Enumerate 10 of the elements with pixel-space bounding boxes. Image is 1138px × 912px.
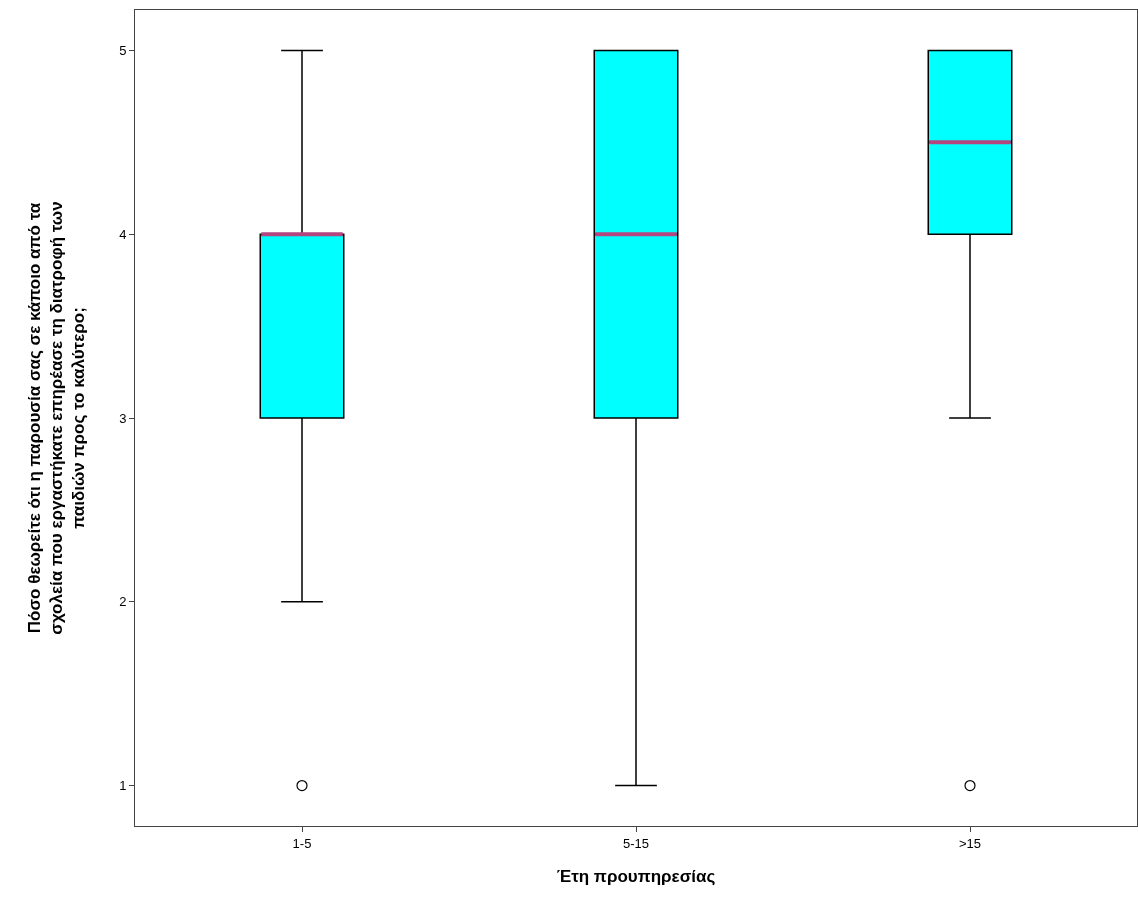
y-tick-label: 5 xyxy=(119,42,127,58)
y-tick-label: 2 xyxy=(119,594,127,610)
y-tick-label: 1 xyxy=(119,778,127,794)
x-axis-title: Έτη προυπηρεσίας xyxy=(556,867,716,886)
x-tick-label: >15 xyxy=(958,835,982,851)
y-tick-label: 4 xyxy=(119,226,127,242)
y-tick-label: 3 xyxy=(119,410,127,426)
x-tick-label: 1-5 xyxy=(292,835,312,851)
y-axis-title: Πόσο θεωρείτε ότι η παρουσία σας σε κάποιο από τα σχολεία που εργαστήκατε επηρέασε τη διατροφή των παιδιών προς το καλύτερο; xyxy=(24,201,88,635)
x-tick-label: 5-15 xyxy=(622,835,650,851)
